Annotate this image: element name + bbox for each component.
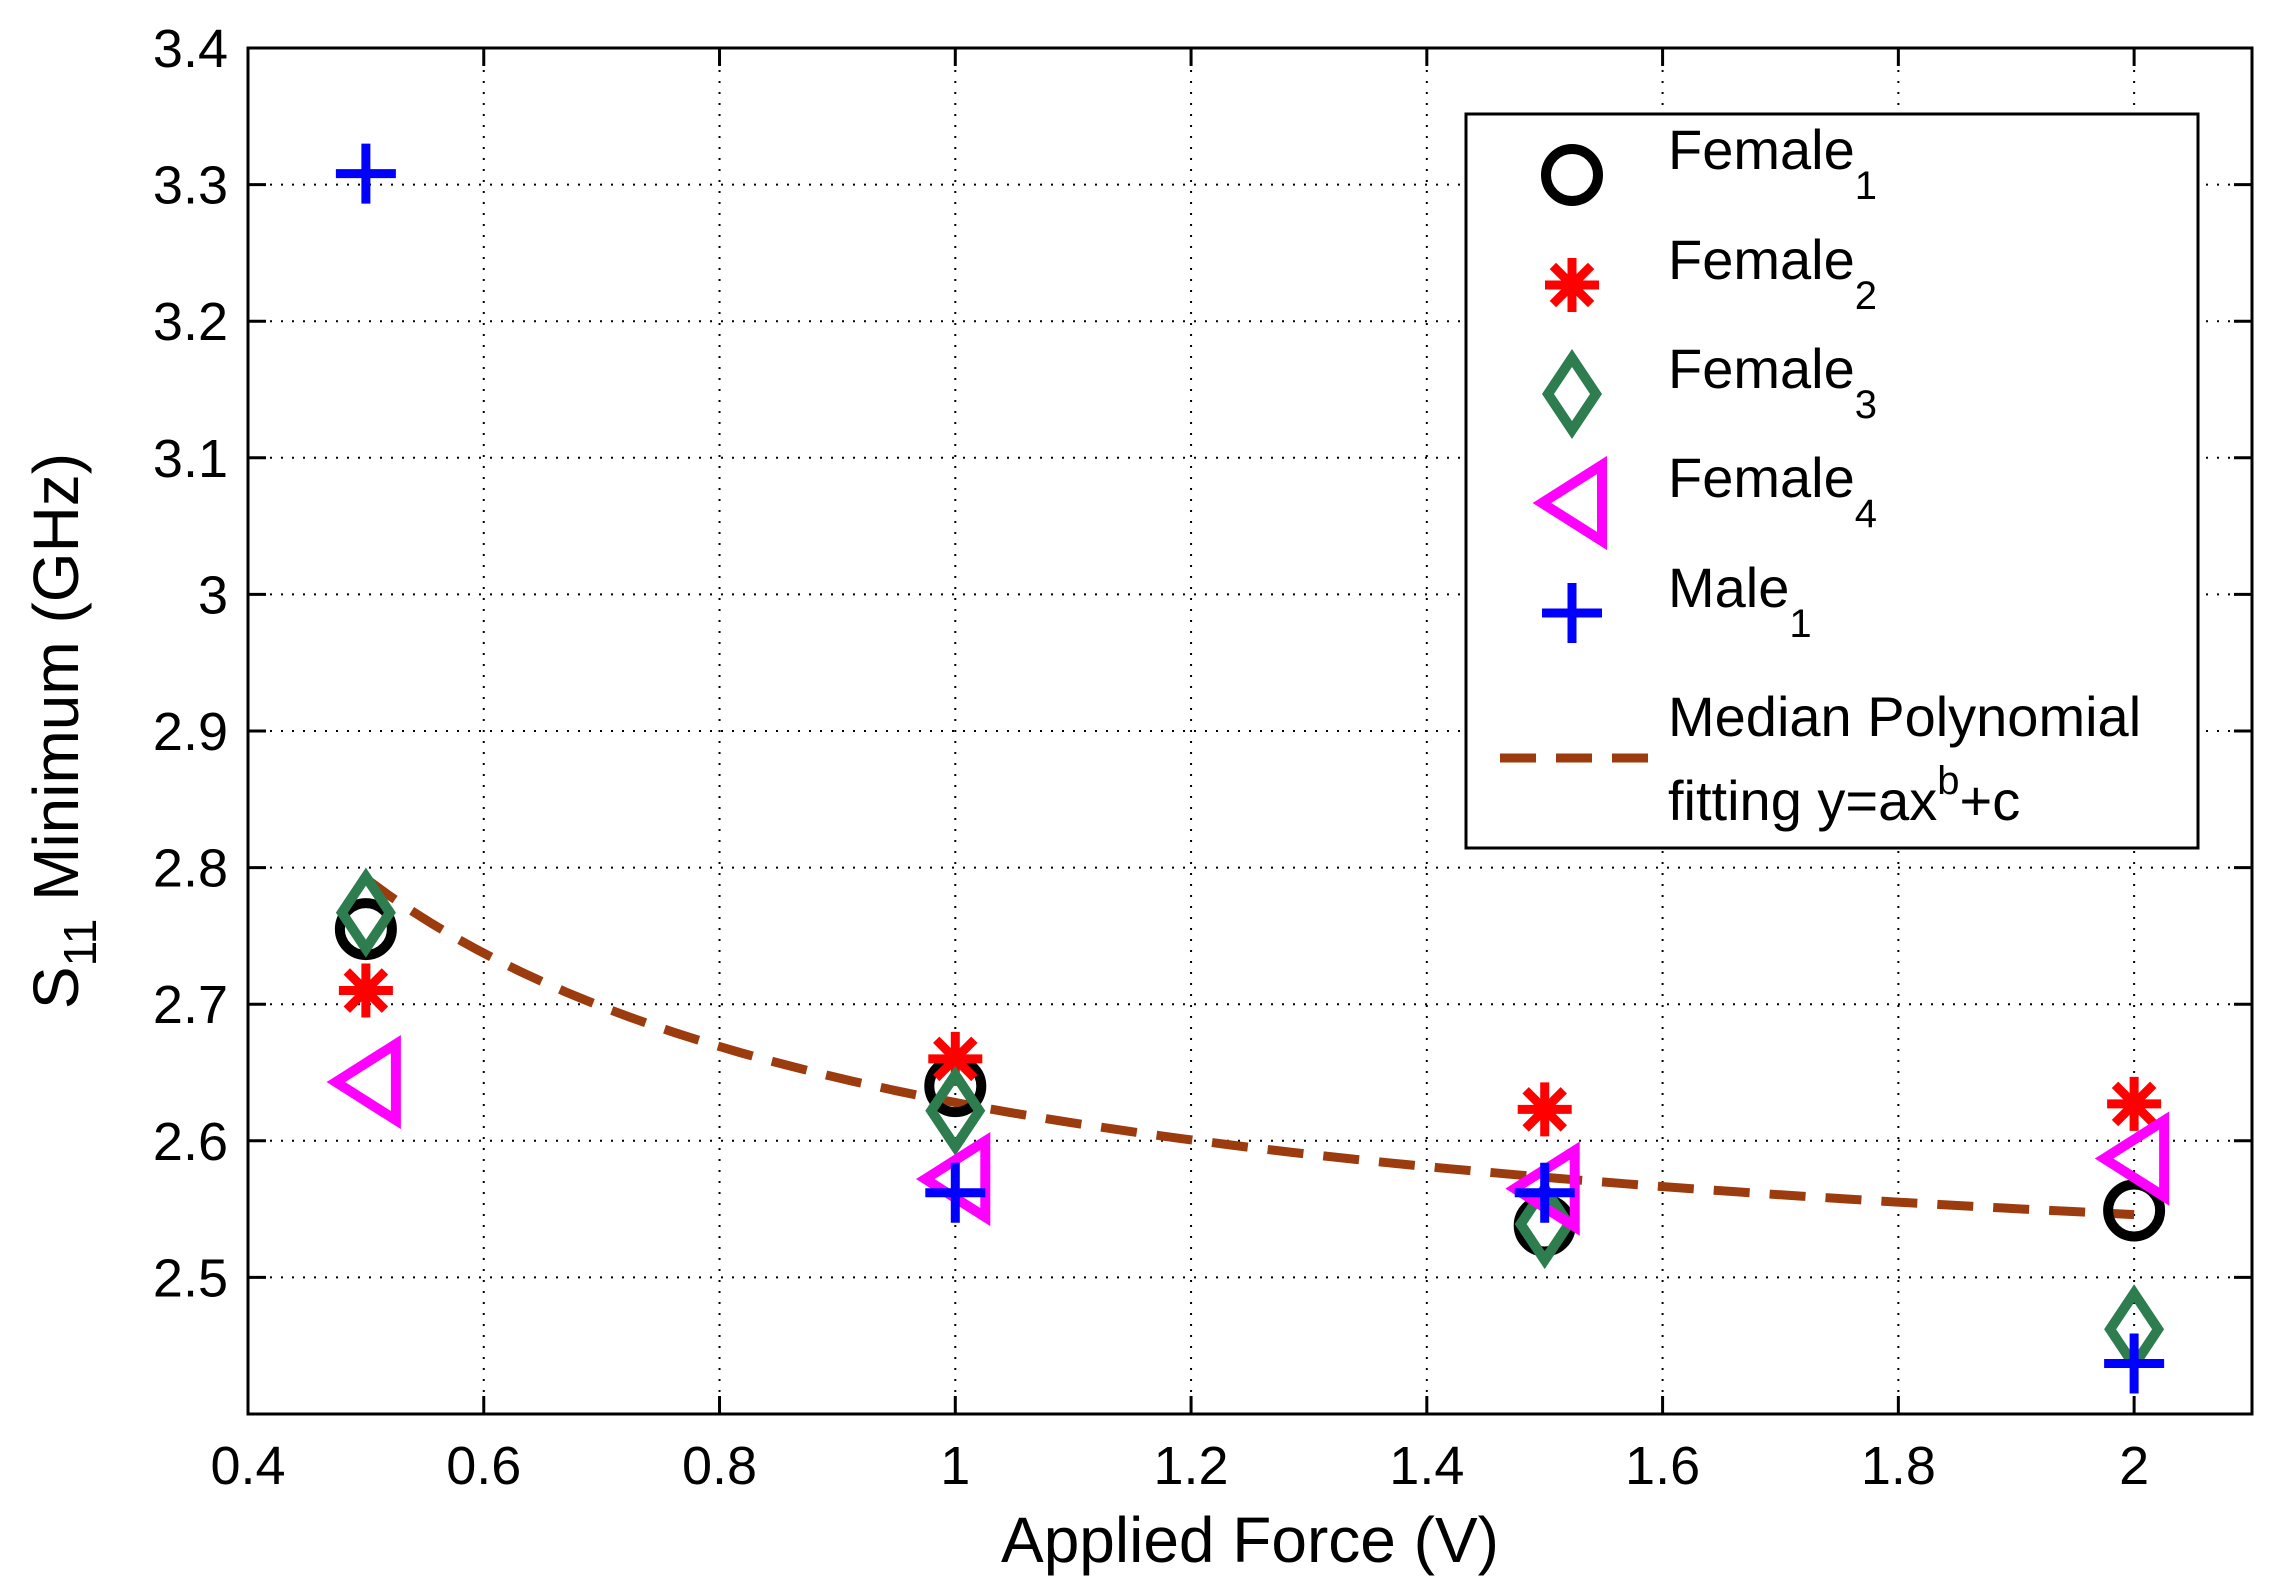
- legend-fit-label-line1: Median Polynomial: [1668, 685, 2141, 748]
- plus-marker-5: [2104, 1333, 2165, 1394]
- asterisk-marker-2: [338, 963, 393, 1018]
- legend-entry-fit: Median Polynomial fitting y=axb+c: [1500, 685, 2141, 832]
- y-tick-label: 2.6: [153, 1112, 228, 1172]
- legend-entry: Female1: [1541, 118, 1877, 208]
- legend-label: Female2: [1668, 228, 1877, 318]
- y-tick-label: 3.3: [153, 156, 228, 216]
- legend-label: Female4: [1668, 446, 1877, 536]
- y-tick-label: 3: [198, 565, 228, 625]
- legend-label-subscript: 1: [1789, 602, 1811, 646]
- y-tick-label: 3.4: [153, 19, 228, 79]
- legend-label-name: Female: [1668, 337, 1855, 400]
- legend-entry: Male1: [1542, 556, 1812, 646]
- fit-curve-layer: [363, 874, 2135, 1220]
- diamond-marker-3: [335, 867, 396, 958]
- legend-label-name: Female: [1668, 118, 1855, 181]
- legend-label-subscript: 3: [1855, 383, 1877, 427]
- triangle-left-marker-4: [326, 1034, 401, 1130]
- x-tick-label: 1: [940, 1436, 970, 1496]
- series-2: [338, 963, 2162, 1137]
- legend-diamond-icon: [1541, 348, 1603, 440]
- legend-fit-formula-base: fitting y=ax: [1668, 769, 1937, 832]
- circle-marker-1: [2103, 1179, 2166, 1242]
- legend: Female1Female2Female3Female4Male1Median …: [1464, 112, 2200, 850]
- x-tick-label: 1.4: [1389, 1436, 1464, 1496]
- legend-entry: Female3: [1541, 337, 1877, 440]
- y-axis-title: S11 Minimum (GHz): [20, 453, 106, 1009]
- x-tick-label: 1.2: [1154, 1436, 1229, 1496]
- legend-circle-icon: [1541, 144, 1603, 206]
- legend-label-subscript: 4: [1855, 492, 1877, 536]
- legend-fit-label-line2: fitting y=axb+c: [1668, 759, 2020, 832]
- diamond-marker-3: [925, 1065, 986, 1156]
- x-tick-label: 2: [2119, 1436, 2149, 1496]
- y-tick-labels: 2.5 2.6 2.7 2.8 2.9 3 3.1 3.2 3.3 3.4: [153, 19, 228, 1308]
- legend-label-name: Male: [1668, 556, 1789, 619]
- y-axis-title-suffix: Minimum (GHz): [20, 453, 92, 919]
- x-tick-label: 1.8: [1861, 1436, 1936, 1496]
- y-tick-label: 2.9: [153, 702, 228, 762]
- legend-entry: Female2: [1545, 228, 1877, 318]
- legend-label-subscript: 2: [1855, 274, 1877, 318]
- y-tick-label: 3.2: [153, 292, 228, 352]
- x-tick-label: 0.4: [210, 1436, 285, 1496]
- triangle-left-marker-4: [2094, 1111, 2170, 1206]
- legend-label: Male1: [1668, 556, 1812, 646]
- legend-fit-formula-exponent: b: [1937, 759, 1959, 803]
- y-axis-title-subscript: 11: [54, 919, 106, 967]
- x-tick-label: 1.6: [1625, 1436, 1700, 1496]
- legend-asterisk-icon: [1545, 258, 1599, 312]
- legend-label: Female1: [1668, 118, 1877, 208]
- y-tick-label: 2.5: [153, 1248, 228, 1308]
- legend-triangle-left-icon: [1532, 455, 1607, 551]
- y-tick-label: 2.8: [153, 839, 228, 899]
- fit-curve: [363, 874, 2135, 1220]
- legend-plus-icon: [1542, 583, 1602, 643]
- y-tick-label: 3.1: [153, 429, 228, 489]
- asterisk-marker-2: [2107, 1076, 2162, 1131]
- data-markers: [326, 143, 2170, 1394]
- x-tick-labels: 0.4 0.6 0.8 1 1.2 1.4 1.6 1.8 2: [210, 1436, 2149, 1496]
- legend-entry: Female4: [1532, 446, 1877, 551]
- plus-marker-5: [335, 143, 396, 204]
- x-tick-label: 0.8: [682, 1436, 757, 1496]
- legend-label-name: Female: [1668, 228, 1855, 291]
- series-5: [335, 143, 2165, 1394]
- plus-marker-5: [1514, 1162, 1575, 1223]
- legend-label-name: Female: [1668, 446, 1855, 509]
- y-axis-title-prefix: S: [20, 966, 92, 1009]
- legend-box: [1464, 112, 2200, 850]
- asterisk-marker-2: [1517, 1082, 1572, 1137]
- legend-fit-formula-tail: +c: [1960, 769, 2021, 832]
- legend-entries: Female1Female2Female3Female4Male1Median …: [1500, 118, 2141, 832]
- x-axis-title: Applied Force (V): [1001, 1504, 1499, 1576]
- legend-label: Female3: [1668, 337, 1877, 427]
- x-tick-label: 0.6: [446, 1436, 521, 1496]
- y-tick-label: 2.7: [153, 975, 228, 1035]
- axis-ticks: [246, 46, 2252, 1414]
- plus-marker-5: [925, 1162, 986, 1223]
- legend-label-subscript: 1: [1855, 164, 1877, 208]
